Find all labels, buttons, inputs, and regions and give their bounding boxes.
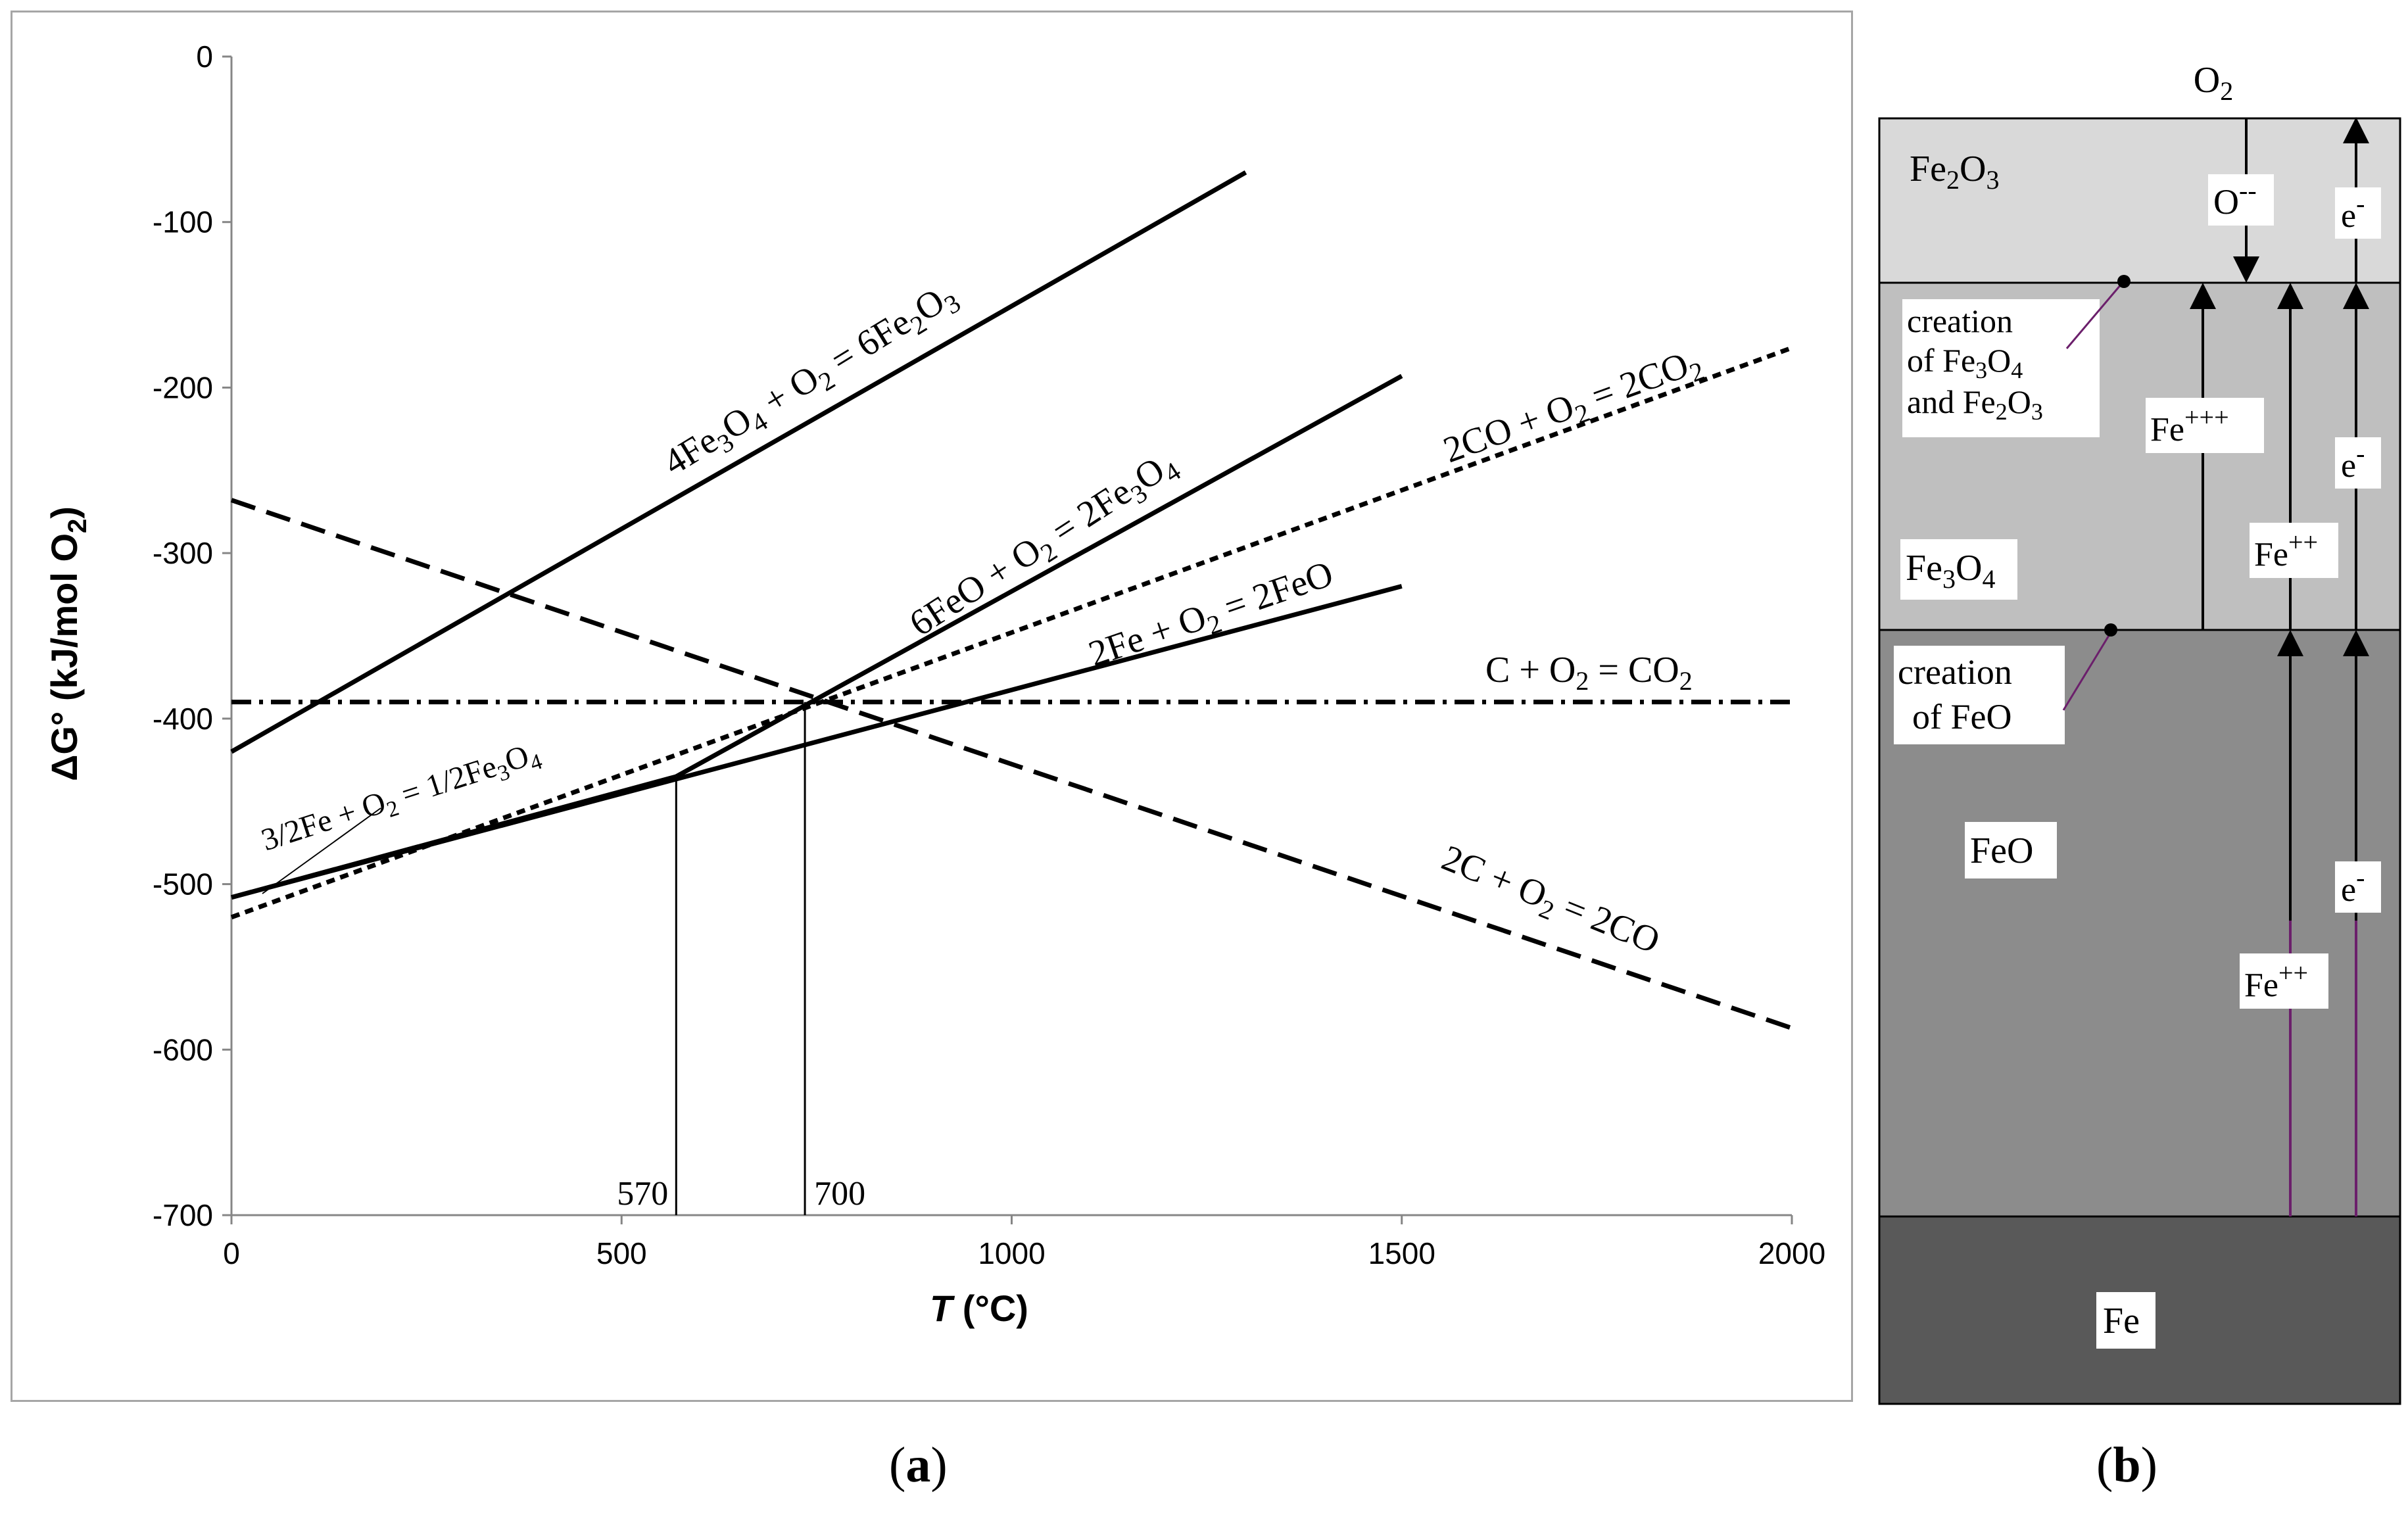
y-axis-title: ΔG° (kJ/mol O2) bbox=[43, 506, 92, 781]
creation-note-2-dot bbox=[2104, 623, 2117, 637]
oxygen-ion-label-bg bbox=[2208, 174, 2274, 226]
y-axis-title-text: ΔG° (kJ/mol O bbox=[43, 533, 85, 781]
label-co-co2: 2CO + O2 = 2CO2 bbox=[1438, 340, 1708, 475]
iron3-label-bg bbox=[2146, 398, 2264, 453]
iron2-label-bg-1 bbox=[2250, 523, 2338, 578]
creation-note-1-bg bbox=[1902, 299, 2100, 437]
layer-label-bg-feo bbox=[1965, 822, 2057, 878]
chart-panel-a: 0 -100 -200 -300 -400 -500 -600 -700 0 500 1000 15… bbox=[11, 11, 1853, 1402]
creation-note-1-line2: of Fe3O4 bbox=[1907, 342, 2023, 383]
y-tick-label: 0 bbox=[196, 39, 213, 74]
creation-note-1-leader bbox=[2065, 283, 2123, 349]
iron3-label: Fe+++ bbox=[2150, 402, 2229, 448]
series-line-6 bbox=[230, 498, 1793, 1030]
label-leader-fe-fe3o4 bbox=[262, 807, 381, 894]
iron2-label-bg-2 bbox=[2240, 953, 2328, 1009]
y-ticks: 0 -100 -200 -300 -400 -500 -600 -700 bbox=[153, 39, 231, 1232]
temperature-marker-label-2: 700 bbox=[814, 1175, 865, 1213]
creation-note-2-line1: creation bbox=[1898, 652, 2012, 692]
y-tick-label: -100 bbox=[153, 205, 213, 239]
layer-fe2o3 bbox=[1878, 117, 2401, 284]
creation-note-1-dot bbox=[2117, 275, 2131, 288]
creation-note-1-line1: creation bbox=[1907, 302, 2013, 339]
x-tick-label: 0 bbox=[223, 1236, 240, 1270]
creation-note-1-line3: and Fe2O3 bbox=[1907, 383, 2043, 425]
layer-label-fe2o3: Fe2O3 bbox=[1910, 149, 1999, 195]
vline-layer: 570 700 bbox=[617, 702, 865, 1215]
y-tick-label: -200 bbox=[153, 370, 213, 404]
series-line-2 bbox=[675, 373, 1403, 779]
label-fe-fe3o4: 3/2Fe + O2 = 1/2Fe3O4 bbox=[257, 735, 545, 862]
layer-label-bg-fe bbox=[2096, 1292, 2155, 1349]
layer-label-feo: FeO bbox=[1970, 830, 2033, 871]
x-axis-title-symbol: T bbox=[930, 1287, 955, 1329]
iron2-label-2: Fe++ bbox=[2244, 958, 2308, 1004]
x-axis-title-unit: (°C) bbox=[952, 1287, 1028, 1329]
label-fe-feo: 2Fe + O2 = 2FeO bbox=[1084, 553, 1340, 680]
creation-note-2-leader bbox=[2062, 634, 2111, 711]
diagram-panel-b: O2 O-- e- e- e- Fe+++ Fe++ Fe++ Fe2O3 bbox=[1866, 0, 2408, 1512]
y-tick-label: -500 bbox=[153, 867, 213, 902]
label-c-co: 2C + O2 = 2CO bbox=[1434, 838, 1665, 967]
y-tick-label: -300 bbox=[153, 536, 213, 570]
caption-a: (a) bbox=[889, 1437, 948, 1493]
temperature-marker-label-1: 570 bbox=[617, 1175, 668, 1213]
o2-top-label: O2 bbox=[2194, 60, 2233, 106]
x-axis-title: T (°C) bbox=[930, 1287, 1028, 1329]
layer-label-bg-fe3o4 bbox=[1900, 539, 2017, 600]
layer-label-fe: Fe bbox=[2103, 1301, 2140, 1341]
y-axis-title-close: ) bbox=[43, 506, 85, 519]
x-tick-label: 1000 bbox=[978, 1236, 1045, 1270]
y-axis-title-sub: 2 bbox=[63, 519, 92, 533]
chart-axes bbox=[230, 57, 1792, 1216]
caption-b: (b) bbox=[2096, 1437, 2157, 1493]
layer-diagram-svg: O2 O-- e- e- e- Fe+++ Fe++ Fe++ Fe2O3 bbox=[1878, 60, 2401, 1405]
creation-note-2-bg bbox=[1894, 646, 2065, 744]
layer-label-fe3o4: Fe3O4 bbox=[1906, 548, 1995, 594]
series-line-5 bbox=[230, 345, 1793, 920]
electron-label-3: e- bbox=[2341, 863, 2365, 909]
y-tick-label: -700 bbox=[153, 1198, 213, 1232]
creation-note-2-line2: of FeO bbox=[1912, 697, 2011, 736]
chart-svg: 0 -100 -200 -300 -400 -500 -600 -700 0 500 1000 15… bbox=[43, 39, 1825, 1329]
electron-label-bg-3 bbox=[2335, 861, 2381, 913]
electron-label-1: e- bbox=[2341, 189, 2365, 235]
x-ticks: 0 500 1000 1500 2000 bbox=[223, 1215, 1825, 1270]
iron2-label-1: Fe++ bbox=[2254, 527, 2318, 573]
y-tick-label: -600 bbox=[153, 1032, 213, 1067]
label-c-co2: C + O2 = CO2 bbox=[1485, 650, 1693, 696]
x-tick-label: 1500 bbox=[1368, 1236, 1435, 1270]
x-tick-label: 500 bbox=[596, 1236, 647, 1270]
electron-label-bg-2 bbox=[2335, 437, 2381, 489]
label-fe3o4-fe2o3: 4Fe3O4 + O2 = 6Fe2O3 bbox=[656, 274, 965, 488]
y-tick-label: -400 bbox=[153, 702, 213, 736]
series-layer bbox=[230, 170, 1793, 1030]
electron-label-2: e- bbox=[2341, 439, 2365, 485]
series-line-1 bbox=[230, 170, 1247, 754]
x-tick-label: 2000 bbox=[1758, 1236, 1825, 1270]
oxygen-ion-label: O-- bbox=[2213, 176, 2257, 222]
electron-label-bg-1 bbox=[2335, 187, 2381, 239]
